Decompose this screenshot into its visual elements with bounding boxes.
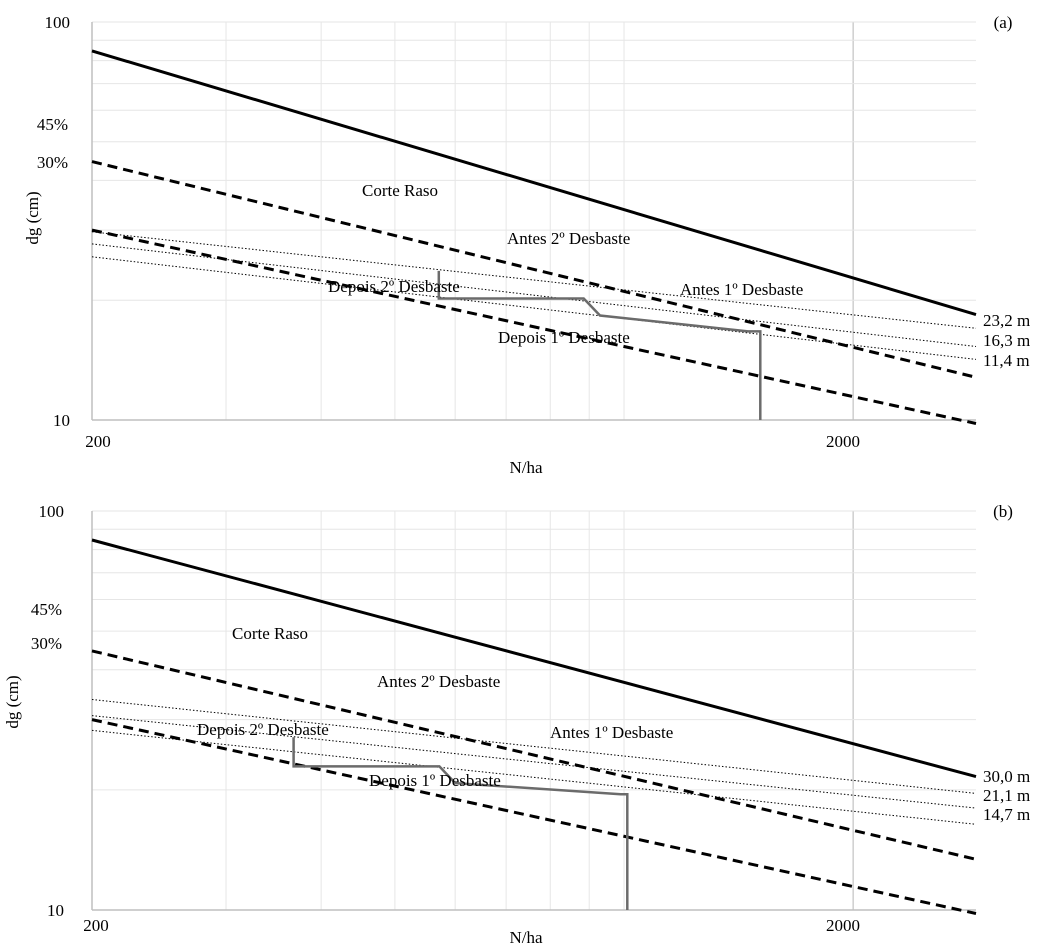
y-axis-label: dg (cm) <box>3 675 22 728</box>
annotation-depois-1-desbaste: Depois 1º Desbaste <box>369 771 501 790</box>
series-dotted-5 <box>91 256 977 360</box>
y-pct-label-30: 30% <box>31 634 62 653</box>
y-axis-label: dg (cm) <box>23 191 42 244</box>
y-pct-label-45: 45% <box>37 115 68 134</box>
annotation-antes-1-desbaste: Antes 1º Desbaste <box>550 723 673 742</box>
annotation-depois-2-desbaste: Depois 2º Desbaste <box>328 277 460 296</box>
height-label-3: 14,7 m <box>983 805 1030 824</box>
x-axis-label: N/ha <box>509 458 543 473</box>
series-dotted-5 <box>91 729 977 825</box>
y-tick-label-100: 100 <box>39 502 65 521</box>
x-tick-label-200: 200 <box>83 916 109 935</box>
series-dotted-3 <box>91 231 977 329</box>
y-tick-label-100: 100 <box>45 13 71 32</box>
series-layer <box>91 49 977 425</box>
series-solid-thick-0 <box>91 49 977 317</box>
annotation-antes-2-desbaste: Antes 2º Desbaste <box>377 672 500 691</box>
series-dotted-3 <box>91 699 977 794</box>
annotation-corte-raso: Corte Raso <box>362 181 438 200</box>
height-label-1: 30,0 m <box>983 767 1030 786</box>
annotation-antes-1-desbaste: Antes 1º Desbaste <box>680 280 803 299</box>
series-step-6 <box>437 270 762 420</box>
x-axis-label: N/ha <box>509 928 543 946</box>
height-label-1: 23,2 m <box>983 311 1030 330</box>
plot-area <box>91 21 977 425</box>
x-tick-label-2000: 2000 <box>826 916 860 935</box>
y-tick-label-10: 10 <box>53 411 70 430</box>
plot-area <box>91 510 977 915</box>
y-pct-label-30: 30% <box>37 153 68 172</box>
series-dashed-1 <box>91 649 977 861</box>
annotation-corte-raso: Corte Raso <box>232 624 308 643</box>
series-step-6 <box>292 737 629 910</box>
panel-label: (a) <box>994 13 1013 32</box>
height-label-2: 16,3 m <box>983 331 1030 350</box>
y-tick-label-10: 10 <box>47 901 64 920</box>
x-tick-label-2000: 2000 <box>826 432 860 451</box>
annotation-depois-1-desbaste: Depois 1º Desbaste <box>498 328 630 347</box>
series-dashed-2 <box>91 228 977 425</box>
series-dotted-4 <box>91 243 977 347</box>
series-layer <box>91 538 977 915</box>
y-pct-label-45: 45% <box>31 600 62 619</box>
chart-panel-a: 100 10 45% 30% 200 2000 N/ha dg (cm) (a)… <box>23 13 1030 473</box>
series-dashed-2 <box>91 718 977 915</box>
x-tick-label-200: 200 <box>85 432 111 451</box>
height-label-2: 21,1 m <box>983 786 1030 805</box>
series-dotted-4 <box>91 715 977 809</box>
panel-label: (b) <box>993 502 1013 521</box>
height-label-3: 11,4 m <box>983 351 1030 370</box>
grid-lines <box>92 510 976 910</box>
annotation-antes-2-desbaste: Antes 2º Desbaste <box>507 229 630 248</box>
series-dashed-1 <box>91 160 977 379</box>
series-solid-thick-0 <box>91 538 977 779</box>
grid-lines <box>92 21 976 420</box>
chart-panel-b: 100 10 45% 30% 200 2000 N/ha dg (cm) (b)… <box>3 502 1030 946</box>
annotation-depois-2-desbaste: Depois 2º Desbaste <box>197 720 329 739</box>
